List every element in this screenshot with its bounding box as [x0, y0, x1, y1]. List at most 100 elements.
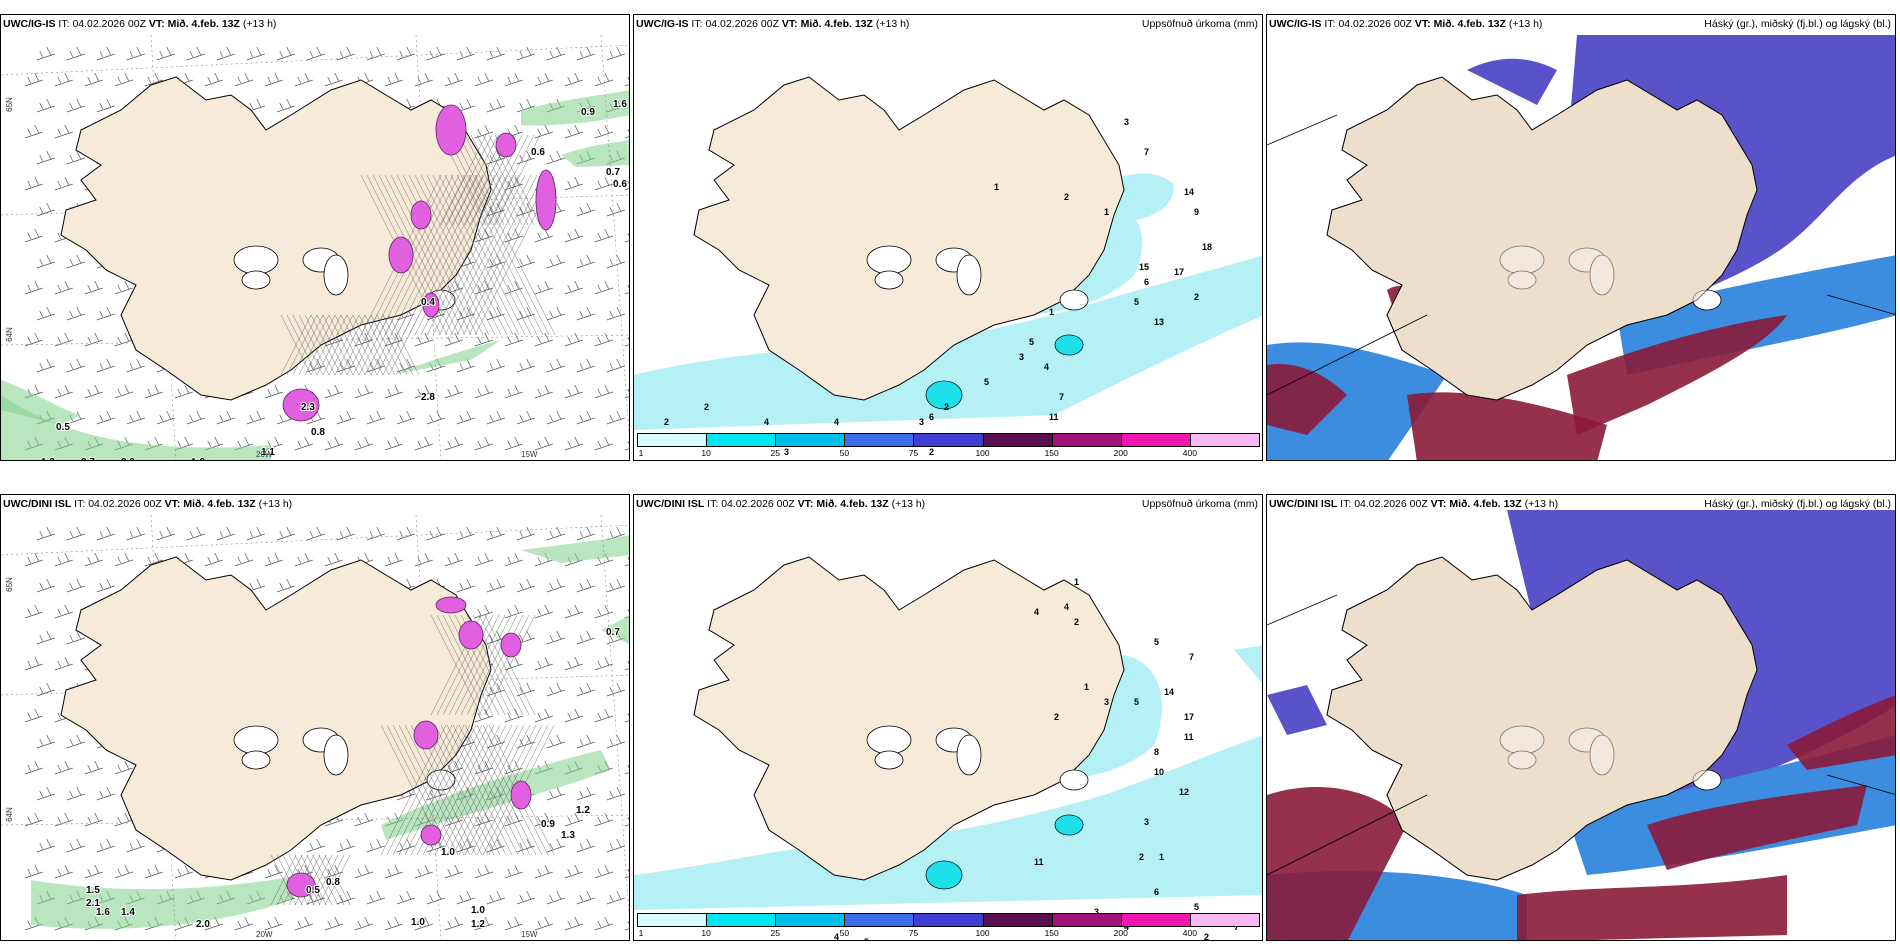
wind-barb	[624, 76, 629, 87]
wind-barb	[486, 358, 505, 373]
wind-barb	[624, 868, 629, 879]
wind-barb	[36, 46, 55, 61]
wind-barb	[66, 150, 85, 165]
precip-blob	[282, 388, 320, 422]
wind-barb	[444, 72, 463, 87]
precip-value: 2	[1064, 192, 1069, 202]
colorbar-tick: 200	[1113, 928, 1128, 938]
precip-value: 4	[1064, 602, 1069, 612]
hatch-line	[494, 134, 541, 226]
wind-barb	[576, 838, 595, 853]
hatch-line	[484, 614, 536, 716]
precip-value: 2	[1074, 617, 1079, 627]
precip-green-bands	[31, 535, 629, 929]
grid-line	[1, 44, 629, 76]
colorbar-swatch	[1189, 913, 1260, 927]
wind-barb	[546, 46, 565, 61]
wind-barb	[594, 436, 613, 451]
hatch-line	[462, 174, 544, 336]
wind-barb	[84, 384, 103, 399]
hatch-line	[432, 174, 514, 336]
precip-value: 11	[1049, 412, 1059, 422]
wind-barb	[354, 436, 373, 451]
green-band	[561, 140, 629, 167]
wind-barb	[294, 436, 313, 451]
colorbar-tick: 100	[975, 928, 990, 938]
coastline	[693, 76, 1125, 401]
precip-value: 2.7	[81, 457, 95, 461]
wind-barb	[276, 578, 295, 593]
wind-barb	[516, 890, 535, 905]
boundary-line	[1826, 774, 1895, 795]
hatch-line	[440, 724, 507, 856]
lat-label: 65N	[4, 97, 14, 112]
wind-precip-panel-bottom: UWC/DINI ISL IT: 04.02.2026 00Z VT: Mið.…	[0, 494, 630, 941]
hatch-line	[404, 724, 471, 856]
wind-barb	[96, 578, 115, 593]
precip-core	[925, 380, 963, 410]
glacier-outline	[241, 750, 271, 770]
wind-barb	[414, 436, 433, 451]
wind-barb	[606, 410, 625, 425]
wind-barb	[186, 46, 205, 61]
precip-value: 1.0	[191, 457, 205, 461]
wind-barb	[564, 812, 583, 827]
wind-barb	[66, 98, 85, 113]
wind-barb	[546, 150, 565, 165]
hatch-line	[408, 174, 490, 336]
wind-barb	[246, 526, 265, 541]
wind-barb	[486, 254, 505, 269]
wind-barb	[474, 124, 493, 139]
wind-barb	[234, 72, 253, 87]
hatch-line	[448, 614, 500, 716]
wind-barb	[606, 734, 625, 749]
wind-barb	[594, 280, 613, 295]
wind-barb	[324, 72, 343, 87]
precip-blob	[420, 824, 442, 846]
wind-barb	[624, 920, 629, 931]
precip-value: 5	[984, 377, 989, 387]
iceland-land	[60, 556, 492, 881]
glacier-outline	[1059, 289, 1089, 311]
wind-barb	[54, 124, 73, 139]
wind-barb	[486, 682, 505, 697]
hatch-line	[434, 724, 501, 856]
precip-value: 4	[1044, 362, 1049, 372]
wind-barb	[54, 384, 73, 399]
precip-value: 1	[1159, 852, 1164, 862]
wind-barb	[576, 254, 595, 269]
hatch-line	[438, 174, 520, 336]
wind-barb	[306, 838, 325, 853]
colorbar-tick: 75	[908, 448, 919, 458]
wind-barb	[24, 280, 43, 295]
precip-value: 1	[1104, 207, 1109, 217]
wind-barb	[534, 384, 553, 399]
glacier-outline	[956, 254, 982, 296]
hatch-line	[450, 174, 532, 336]
precip-value: 3	[1144, 817, 1149, 827]
wind-barb	[234, 916, 253, 931]
wind-barb	[156, 410, 175, 425]
panel-title: UWC/IG-IS IT: 04.02.2026 00Z VT: Mið. 4.…	[3, 18, 277, 30]
wind-barb	[216, 410, 235, 425]
wind-barb	[504, 384, 523, 399]
wind-barb	[594, 228, 613, 243]
precip-value: 3	[784, 447, 789, 457]
iceland-land	[693, 556, 1125, 881]
wind-barb	[564, 864, 583, 879]
wind-barb	[246, 410, 265, 425]
wind-barb	[294, 916, 313, 931]
wind-barb	[474, 280, 493, 295]
wind-barb	[624, 388, 629, 399]
wind-barb	[594, 72, 613, 87]
hatch-line	[310, 314, 342, 376]
wind-barb	[486, 630, 505, 645]
wind-barb	[36, 786, 55, 801]
wind-barb	[414, 332, 433, 347]
boundary-line	[1267, 594, 1338, 626]
colorbar: 1 10 25 50 75 100 150 200 400	[637, 913, 1260, 938]
hatch-line	[318, 854, 345, 906]
low-cloud	[1267, 787, 1407, 940]
glacier-outline	[323, 254, 349, 296]
wind-barb	[474, 72, 493, 87]
